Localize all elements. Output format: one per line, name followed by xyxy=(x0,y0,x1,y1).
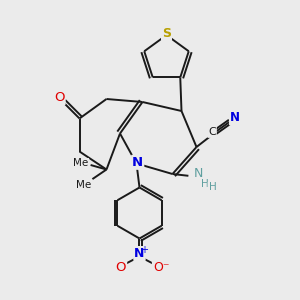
Text: C: C xyxy=(208,127,216,137)
Text: Me: Me xyxy=(74,158,88,169)
Text: O: O xyxy=(116,261,126,274)
Text: +: + xyxy=(140,245,148,255)
Text: H: H xyxy=(201,178,208,189)
Text: Me: Me xyxy=(76,179,92,190)
Text: N: N xyxy=(194,167,203,180)
Text: N: N xyxy=(230,111,240,124)
Text: O: O xyxy=(54,91,64,104)
Text: H: H xyxy=(208,182,216,193)
Text: S: S xyxy=(162,27,171,40)
Text: O⁻: O⁻ xyxy=(153,261,169,274)
Text: N: N xyxy=(132,156,143,169)
Text: N: N xyxy=(134,247,145,260)
